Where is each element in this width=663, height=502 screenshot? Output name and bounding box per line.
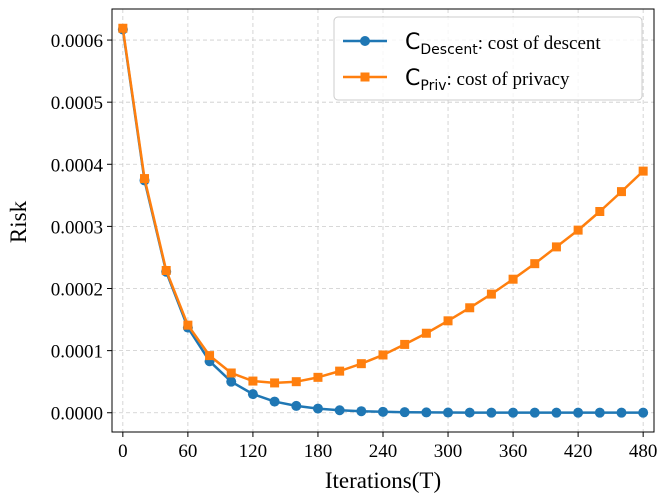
legend-descent-text: : cost of descent: [478, 33, 602, 54]
y-tick-label: 0.0001: [51, 342, 103, 363]
data-point-descent: [594, 407, 605, 418]
y-axis-ticks: 0.0000 0.0001 0.0002 0.0003 0.0004 0.0005 0.00…: [51, 31, 112, 425]
data-point-descent: [464, 407, 475, 418]
data-point-descent: [247, 389, 258, 400]
y-tick-label: 0.0003: [51, 217, 103, 238]
data-point-descent: [551, 407, 562, 418]
y-tick-label: 0.0000: [51, 404, 103, 425]
x-tick-label: 480: [629, 441, 658, 462]
data-point-descent: [334, 405, 345, 416]
x-tick-label: 60: [178, 441, 197, 462]
data-point-descent: [573, 407, 584, 418]
data-point-descent: [312, 403, 323, 414]
legend-marker-priv: [360, 72, 370, 82]
legend: CDescent: cost of descent CPriv: cost of…: [333, 16, 643, 101]
data-point-descent: [443, 407, 454, 418]
data-point-priv: [226, 368, 236, 378]
data-point-priv: [616, 187, 626, 197]
x-tick-label: 300: [434, 441, 463, 462]
series-priv: [118, 23, 648, 388]
legend-marker-descent: [360, 36, 370, 46]
data-point-descent: [291, 400, 302, 411]
legend-priv-subscript: Priv: [420, 78, 446, 94]
y-axis-label: Risk: [6, 200, 31, 243]
legend-priv-symbol: C: [405, 66, 420, 91]
series-layer: [117, 23, 649, 418]
data-point-descent: [508, 407, 519, 418]
data-point-descent: [399, 407, 410, 418]
data-point-priv: [313, 372, 323, 382]
data-point-priv: [400, 339, 410, 349]
data-point-priv: [378, 350, 388, 360]
data-point-priv: [638, 166, 648, 176]
data-point-priv: [356, 359, 366, 369]
data-point-priv: [161, 266, 171, 276]
data-point-descent: [616, 407, 627, 418]
data-point-priv: [118, 23, 128, 33]
legend-descent-symbol: C: [405, 30, 420, 55]
data-point-priv: [551, 242, 561, 252]
data-point-priv: [573, 225, 583, 235]
y-tick-label: 0.0004: [51, 155, 104, 176]
data-point-descent: [421, 407, 432, 418]
data-point-descent: [356, 406, 367, 417]
data-point-priv: [183, 320, 193, 330]
data-point-priv: [205, 351, 215, 361]
data-point-priv: [595, 206, 605, 216]
y-tick-label: 0.0002: [51, 280, 103, 301]
data-point-priv: [248, 376, 258, 386]
legend-priv-text: : cost of privacy: [447, 69, 570, 90]
data-point-priv: [335, 366, 345, 376]
legend-entry-priv: CPriv: cost of privacy: [405, 66, 570, 94]
x-tick-label: 180: [304, 441, 333, 462]
x-axis-label: Iterations(T): [325, 468, 441, 493]
data-point-descent: [378, 406, 388, 417]
data-point-priv: [291, 377, 301, 387]
x-tick-label: 0: [118, 441, 128, 462]
data-point-descent: [638, 407, 649, 418]
data-point-priv: [270, 378, 280, 388]
data-point-descent: [529, 407, 540, 418]
x-tick-label: 420: [564, 441, 593, 462]
data-point-descent: [486, 407, 497, 418]
data-point-priv: [421, 328, 431, 338]
legend-box: [333, 16, 643, 101]
legend-entry-descent: CDescent: cost of descent: [405, 30, 601, 58]
legend-descent-subscript: Descent: [420, 42, 478, 58]
x-tick-label: 240: [369, 441, 398, 462]
data-point-priv: [508, 274, 518, 284]
x-tick-label: 360: [499, 441, 528, 462]
data-point-priv: [140, 174, 150, 184]
data-point-descent: [269, 396, 280, 407]
data-point-priv: [465, 303, 475, 313]
x-axis-ticks: 0 60 120 180 240 300 360 420 480: [118, 432, 657, 462]
data-point-priv: [486, 289, 496, 299]
y-tick-label: 0.0006: [51, 31, 103, 52]
data-point-priv: [443, 316, 453, 326]
y-tick-label: 0.0005: [51, 93, 103, 114]
data-point-descent: [226, 376, 237, 387]
x-tick-label: 120: [239, 441, 268, 462]
data-point-priv: [530, 259, 540, 269]
